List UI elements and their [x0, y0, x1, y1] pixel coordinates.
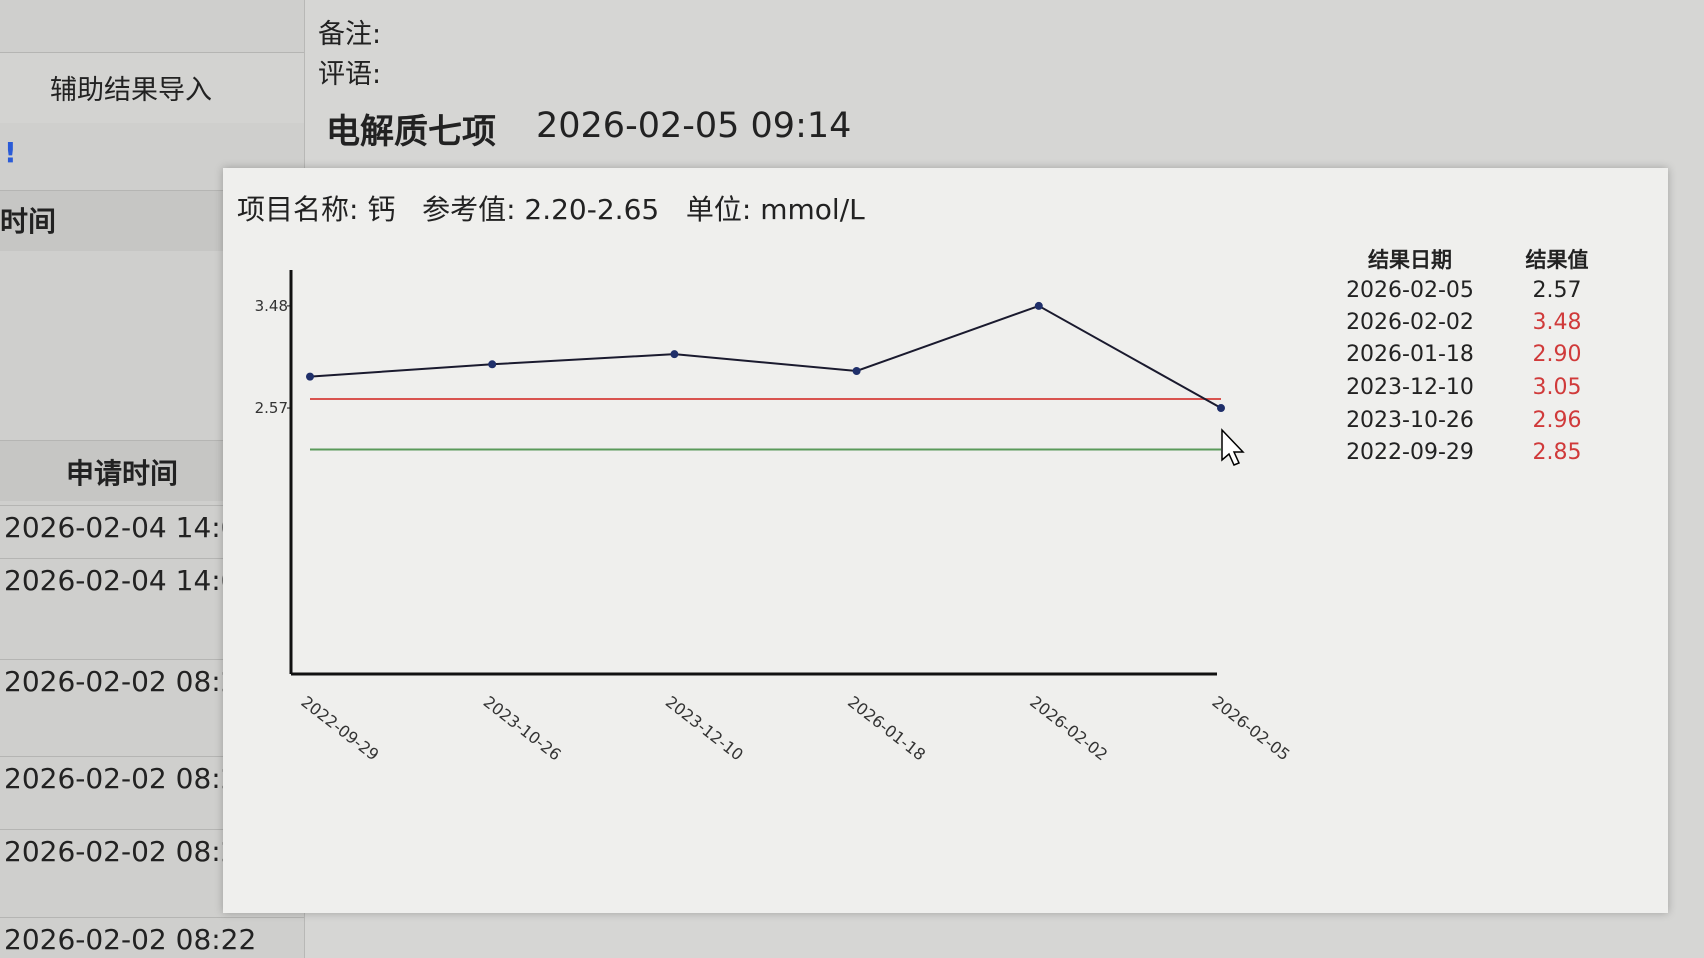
result-value: 2.85 — [1532, 440, 1582, 465]
result-value: 2.96 — [1532, 408, 1582, 433]
alert: ! — [4, 136, 17, 169]
x-tick-label: 2023-12-10 — [662, 692, 747, 764]
result-date: 2023-12-10 — [1346, 375, 1474, 400]
result-date: 2026-01-18 — [1346, 342, 1474, 367]
result-date: 2026-02-05 — [1346, 278, 1474, 303]
value: 钙 — [367, 193, 396, 226]
table-header: 结果日期 — [1368, 248, 1452, 272]
value: mmol/L — [760, 193, 865, 226]
x-tick-label: 2022-09-29 — [298, 692, 383, 764]
column-header: 时间 — [0, 205, 57, 238]
result-value: 3.05 — [1532, 375, 1582, 400]
label: 单位: — [685, 193, 752, 226]
toolbar — [0, 52, 304, 123]
row-divider — [0, 917, 304, 918]
label: 评语: — [318, 59, 382, 90]
row-divider — [0, 505, 304, 506]
report-title: 电解质七项 — [326, 112, 496, 152]
cursor — [1221, 428, 1245, 466]
result-date: 2023-10-26 — [1346, 408, 1474, 433]
y-tick-label: 2.57 — [255, 399, 288, 417]
result-date: 2022-09-29 — [1346, 440, 1474, 465]
data-point — [670, 350, 679, 359]
table-header: 结果值 — [1525, 248, 1589, 272]
result-value: 2.57 — [1532, 278, 1582, 303]
trend-popup: 项目名称: 钙 参考值: 2.20-2.65 单位: mmol/L 结果日期 结果… — [223, 168, 1668, 913]
result-date: 2026-02-02 — [1346, 310, 1474, 335]
data-line — [309, 304, 1222, 409]
label: 备注: — [318, 19, 382, 50]
x-tick-label: 2026-01-18 — [844, 692, 929, 764]
apply-time: 2026-02-02 08:2 — [4, 762, 239, 795]
toolbar-button[interactable]: 辅助结果导入 — [50, 75, 212, 106]
x-tick-label: 2023-10-26 — [480, 692, 565, 764]
column-header: 申请时间 — [66, 457, 179, 490]
value: 2.20-2.65 — [524, 193, 660, 226]
data-point — [852, 367, 861, 375]
x-tick-label: 2026-02-05 — [1209, 692, 1294, 764]
item-label: 项目名称: 钙 参考值: 2.20-2.65 单位: mmol/L — [237, 188, 865, 228]
y-tick-label: 3.48 — [255, 297, 288, 315]
apply-time: 2026-02-02 08:2 — [4, 835, 239, 868]
label: 参考值: — [422, 193, 516, 226]
data-point — [488, 360, 497, 369]
data-point — [1034, 301, 1043, 310]
data-point — [306, 372, 314, 381]
row-divider — [0, 558, 304, 559]
apply-time: 2026-02-04 14:0 — [4, 511, 239, 544]
apply-time: 2026-02-04 14:0 — [4, 564, 239, 597]
data-point — [1217, 404, 1225, 413]
row-divider — [0, 756, 304, 757]
label: 项目名称: — [237, 193, 359, 226]
apply-time: 2026-02-02 08:2 — [4, 665, 239, 698]
row-divider — [0, 659, 304, 660]
row-divider — [0, 829, 304, 830]
apply-time: 2026-02-02 08:22 — [4, 923, 257, 956]
report-time: 2026-02-05 09:14 — [536, 106, 852, 146]
result-value: 2.90 — [1532, 342, 1582, 367]
x-tick-label: 2026-02-02 — [1026, 692, 1111, 764]
result-value: 3.48 — [1532, 310, 1582, 335]
